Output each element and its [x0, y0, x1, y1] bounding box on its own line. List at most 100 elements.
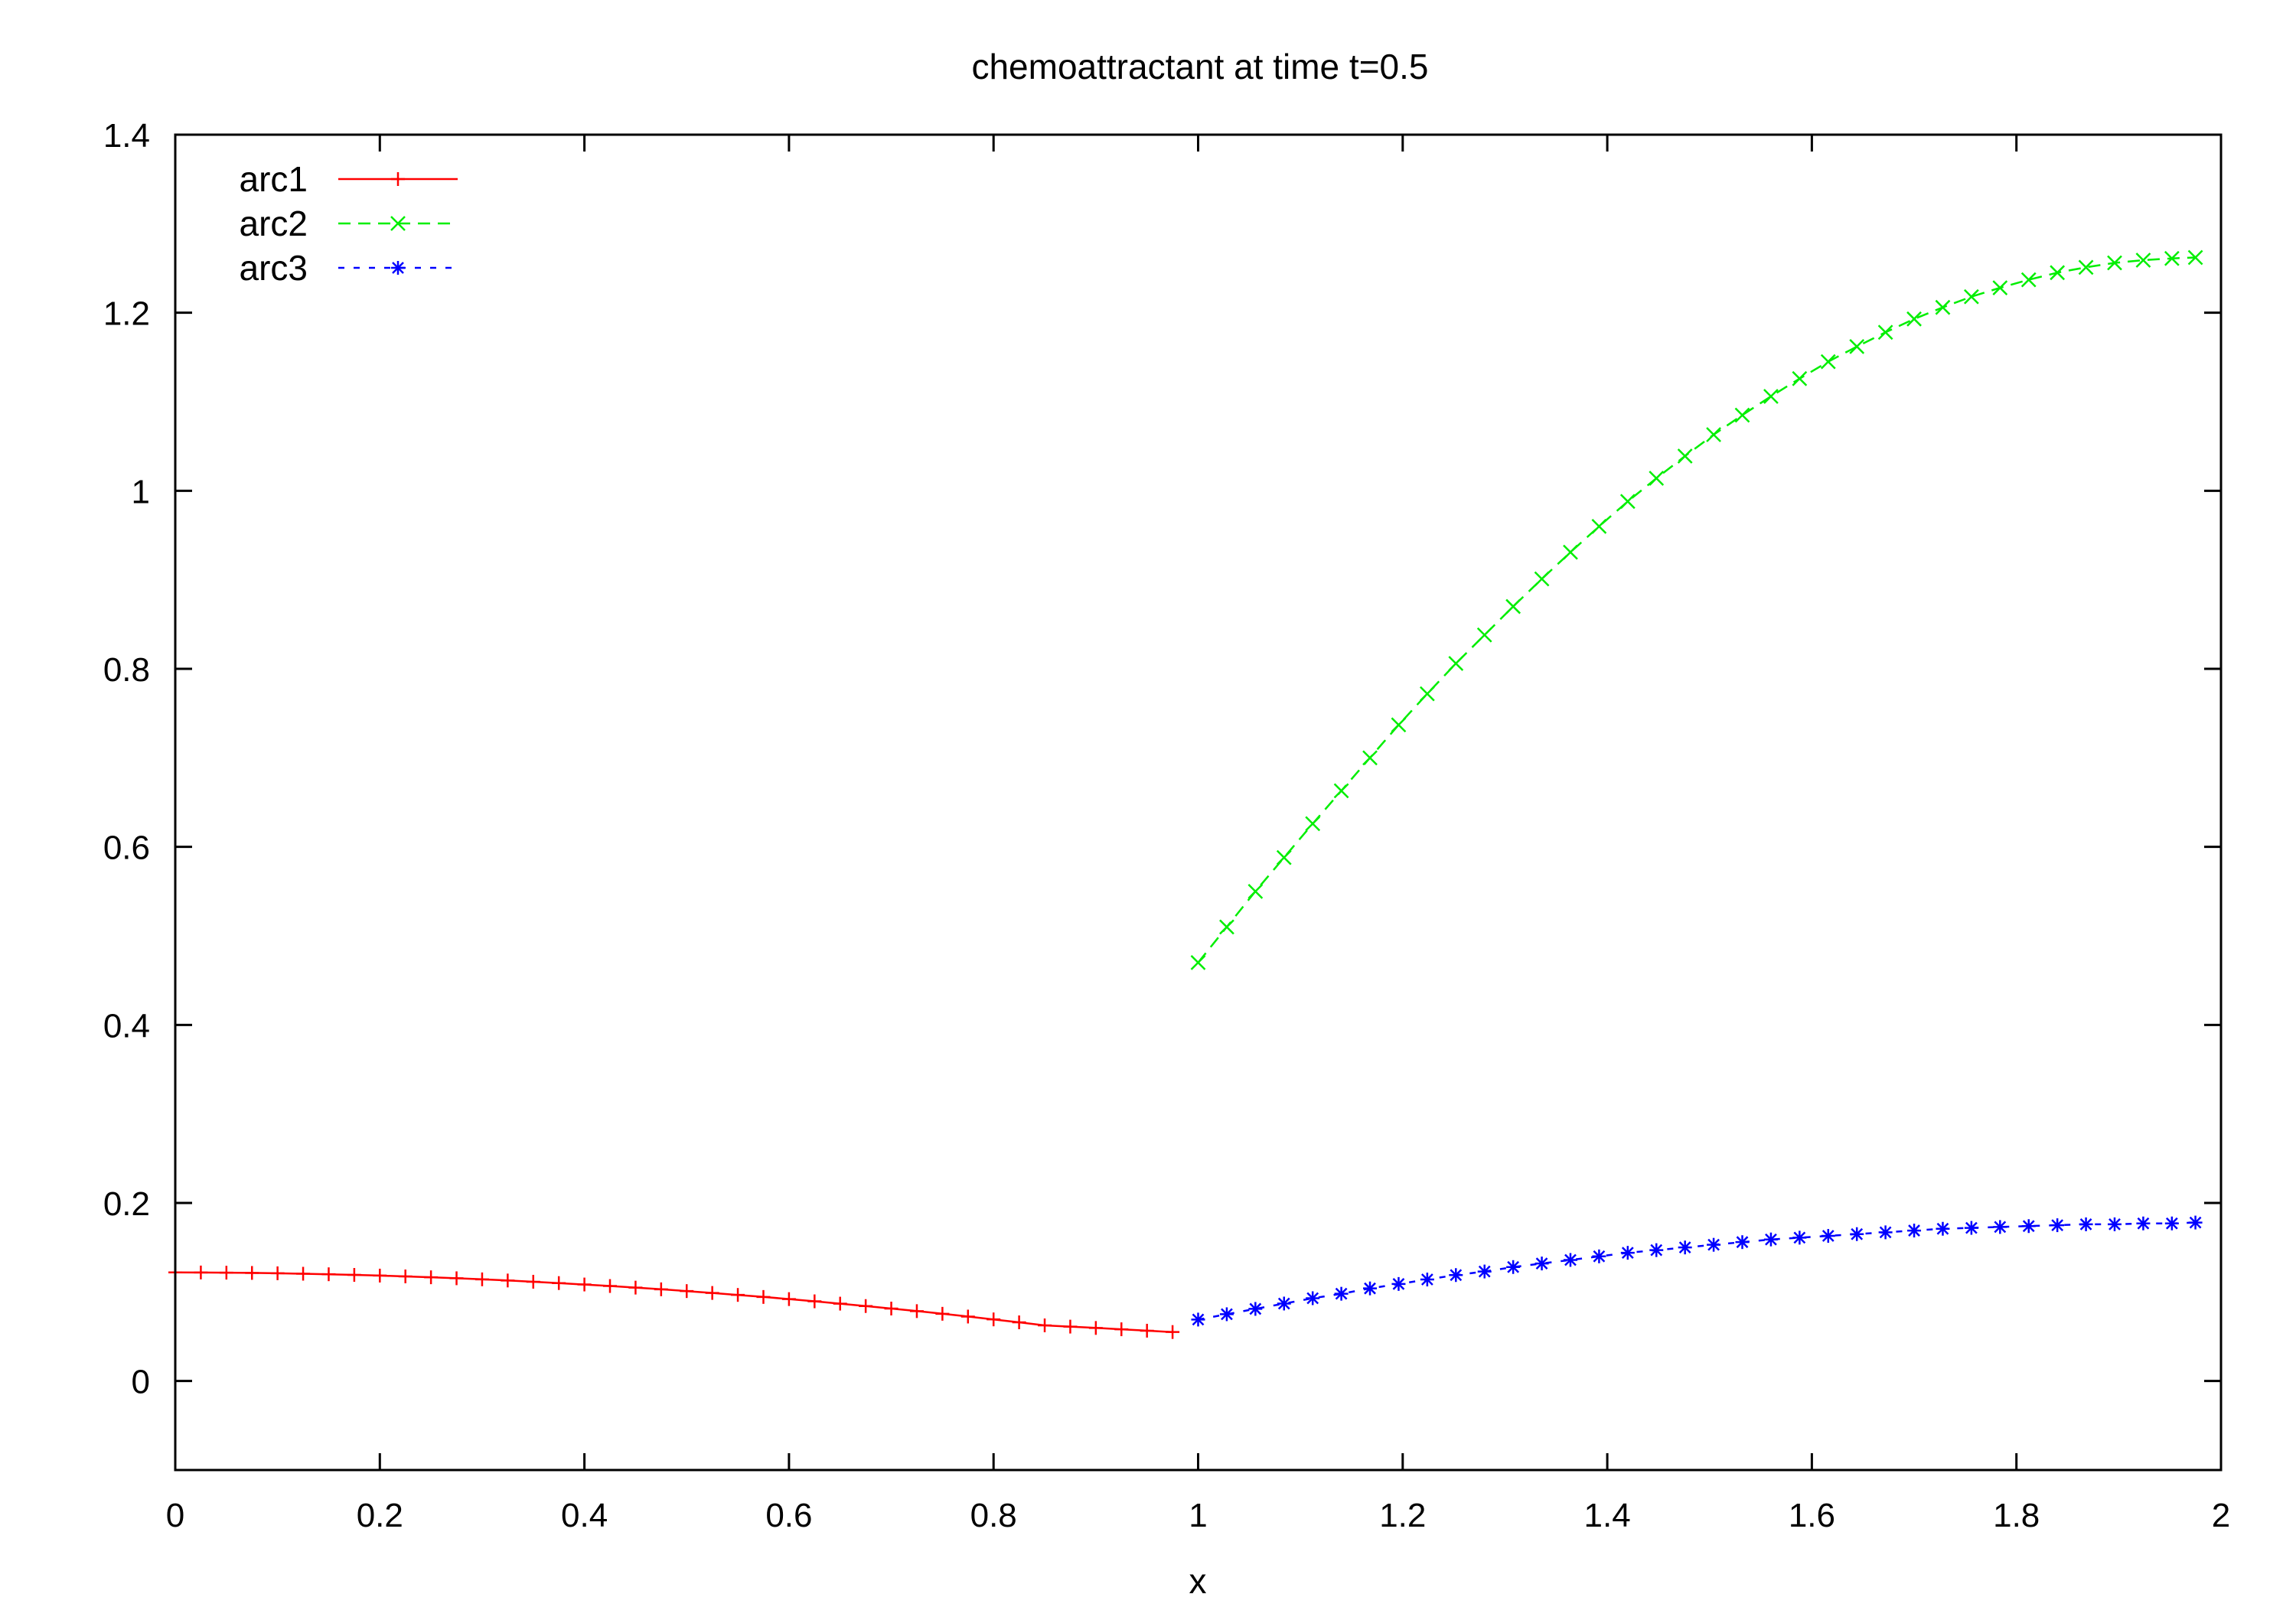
data-point-arc3 — [1277, 1296, 1291, 1311]
data-point-arc1 — [526, 1274, 540, 1289]
x-tick-label: 1.4 — [1584, 1497, 1631, 1534]
data-point-arc2 — [1906, 311, 1922, 327]
y-tick-label: 0.2 — [103, 1185, 150, 1223]
x-tick-label: 2 — [2212, 1497, 2230, 1534]
data-point-arc1 — [347, 1267, 361, 1282]
data-point-arc3 — [2188, 1215, 2203, 1230]
data-point-arc1 — [1166, 1325, 1180, 1339]
data-point-arc3 — [2136, 1216, 2151, 1231]
data-point-arc1 — [603, 1279, 618, 1293]
x-tick-label: 0.4 — [561, 1497, 608, 1534]
data-point-arc3 — [1792, 1231, 1807, 1245]
x-tick-label: 0.2 — [357, 1497, 403, 1534]
y-tick-label: 0 — [132, 1364, 150, 1401]
data-point-arc1 — [909, 1304, 924, 1319]
data-point-arc2 — [1619, 494, 1636, 510]
data-point-arc2 — [1964, 288, 1979, 305]
data-point-arc3 — [1907, 1224, 1922, 1238]
data-point-arc2 — [1305, 816, 1321, 832]
y-tick-label: 0.6 — [103, 830, 150, 867]
legend-marker-arc2 — [390, 216, 406, 231]
data-point-arc2 — [1734, 407, 1750, 423]
data-point-arc2 — [1448, 656, 1464, 671]
data-point-arc1 — [270, 1266, 285, 1280]
data-point-arc2 — [1219, 919, 1234, 935]
data-point-arc3 — [1878, 1225, 1893, 1240]
data-point-arc1 — [628, 1280, 643, 1295]
data-point-arc3 — [1219, 1307, 1234, 1322]
data-point-arc1 — [781, 1292, 796, 1306]
chart-title: chemoattractant at time t=0.5 — [971, 47, 1428, 86]
data-point-arc2 — [1419, 686, 1435, 702]
data-point-arc1 — [552, 1276, 566, 1290]
data-point-arc2 — [2187, 249, 2203, 266]
data-point-arc2 — [1362, 750, 1378, 766]
data-point-arc2 — [1563, 544, 1578, 560]
data-point-arc2 — [1476, 627, 1492, 643]
data-point-arc2 — [1247, 883, 1264, 899]
data-point-arc2 — [2135, 253, 2151, 268]
data-point-arc1 — [577, 1277, 592, 1292]
data-point-arc1 — [705, 1286, 719, 1300]
x-tick-label: 1.8 — [1993, 1497, 2040, 1534]
data-point-arc3 — [1993, 1220, 2007, 1234]
data-point-arc1 — [680, 1284, 694, 1299]
data-point-arc1 — [449, 1271, 464, 1286]
data-point-arc1 — [654, 1282, 668, 1296]
data-point-arc2 — [2164, 250, 2180, 266]
y-tick-label: 1.2 — [103, 295, 150, 333]
data-point-arc1 — [1063, 1319, 1078, 1334]
data-point-arc3 — [1306, 1291, 1320, 1305]
series-arc2 — [1190, 249, 2203, 970]
data-point-arc2 — [2050, 265, 2066, 281]
legend: arc1 arc2 arc3 — [240, 159, 458, 288]
data-point-arc3 — [1735, 1235, 1750, 1250]
data-point-arc2 — [1505, 598, 1521, 614]
data-point-arc3 — [1449, 1268, 1463, 1283]
data-point-arc3 — [1506, 1260, 1521, 1274]
data-point-arc3 — [1592, 1249, 1606, 1263]
data-point-arc1 — [296, 1266, 311, 1281]
data-point-arc1 — [1088, 1321, 1103, 1335]
data-point-arc2 — [1877, 324, 1893, 341]
data-point-arc1 — [194, 1265, 208, 1279]
data-point-arc2 — [2107, 255, 2122, 271]
data-point-arc3 — [1363, 1281, 1378, 1296]
data-point-arc1 — [960, 1309, 975, 1324]
data-point-arc3 — [1477, 1264, 1492, 1279]
data-point-arc1 — [219, 1266, 233, 1280]
data-point-arc3 — [1649, 1243, 1664, 1257]
data-point-arc3 — [1763, 1232, 1778, 1247]
x-tick-label: 0.6 — [765, 1497, 812, 1534]
data-point-arc3 — [1191, 1312, 1205, 1327]
data-point-arc1 — [833, 1296, 847, 1311]
data-point-arc3 — [1334, 1286, 1349, 1301]
data-point-arc1 — [884, 1301, 899, 1315]
data-point-arc3 — [1936, 1221, 1950, 1236]
data-point-arc1 — [807, 1294, 822, 1309]
data-point-arc3 — [1420, 1273, 1434, 1287]
data-point-arc1 — [398, 1269, 413, 1283]
legend-label-arc2: arc2 — [240, 204, 308, 243]
legend-label-arc3: arc3 — [240, 248, 308, 288]
x-axis-label: x — [1189, 1561, 1207, 1601]
data-point-arc1 — [424, 1270, 439, 1285]
x-tick-label: 0.8 — [970, 1497, 1017, 1534]
legend-marker-arc3 — [391, 261, 405, 275]
y-tick-label: 0.8 — [103, 651, 150, 689]
data-point-arc3 — [1248, 1302, 1263, 1316]
data-point-arc2 — [1935, 299, 1951, 315]
data-point-arc3 — [1563, 1253, 1577, 1267]
data-point-arc3 — [1620, 1246, 1635, 1260]
tick-layer: 0 0.2 0.4 0.6 0.8 1 1.2 1.4 1.6 1.8 2 0 0.2 0.4 0.6 0.8… — [103, 117, 2230, 1534]
x-tick-label: 1.2 — [1379, 1497, 1426, 1534]
data-point-arc3 — [1964, 1221, 1978, 1235]
data-point-arc2 — [1792, 370, 1808, 386]
data-point-arc1 — [1140, 1323, 1154, 1338]
series-arc3 — [1191, 1215, 2203, 1327]
data-point-arc3 — [1821, 1229, 1835, 1244]
data-point-arc1 — [1012, 1315, 1026, 1330]
data-point-arc1 — [373, 1268, 387, 1283]
data-point-arc1 — [756, 1289, 771, 1304]
